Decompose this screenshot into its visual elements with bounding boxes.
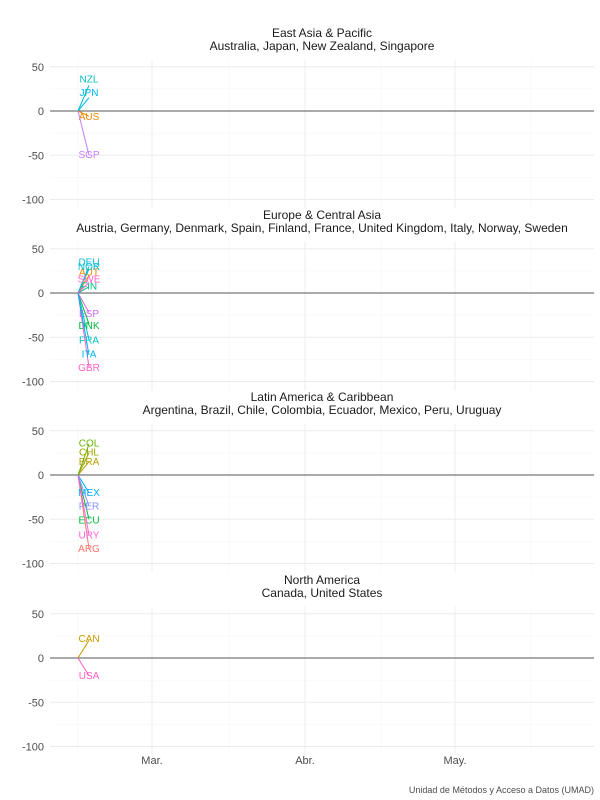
y-tick-label: -50 <box>28 150 44 162</box>
y-tick-label: 0 <box>38 288 44 300</box>
y-tick-label: 0 <box>38 470 44 482</box>
series-label-esp: ESP <box>79 309 99 320</box>
series-label-ecu: ECU <box>78 516 99 527</box>
x-tick-label: May. <box>443 755 466 767</box>
series-label-dnk: DNK <box>78 321 99 332</box>
series-label-nor: NOR <box>78 262 100 273</box>
y-tick-label: -50 <box>28 514 44 526</box>
series-label-mex: MEX <box>78 488 100 499</box>
series-label-swe: SWE <box>78 274 101 285</box>
y-tick-label: 50 <box>32 609 44 621</box>
y-tick-label: 50 <box>32 426 44 438</box>
x-tick-label: Mar. <box>141 755 162 767</box>
series-label-nzl: NZL <box>80 75 99 86</box>
panel-title: Latin America & Caribbean <box>251 390 394 404</box>
x-tick-label: Abr. <box>295 755 315 767</box>
series-line-sgp <box>77 110 90 156</box>
panel-subtitle: Australia, Japan, New Zealand, Singapore <box>210 39 435 53</box>
series-line-usa <box>77 657 90 676</box>
series-line-swe <box>77 282 90 294</box>
y-tick-label: 50 <box>32 62 44 74</box>
series-label-bra: BRA <box>79 457 100 468</box>
panel-title: North America <box>284 573 360 587</box>
y-tick-label: 50 <box>32 244 44 256</box>
series-label-fin: FIN <box>81 281 97 292</box>
series-label-per: PER <box>79 501 100 512</box>
series-label-usa: USA <box>79 671 100 682</box>
series-label-gbr: GBR <box>78 363 100 374</box>
series-line-col <box>77 443 90 476</box>
y-tick-label: 0 <box>38 653 44 665</box>
y-tick-label: -100 <box>22 742 44 754</box>
series-label-ita: ITA <box>82 350 97 361</box>
y-tick-label: -100 <box>22 559 44 571</box>
series-line-bra <box>77 461 90 476</box>
series-label-aus: AUS <box>79 112 100 123</box>
series-line-ita <box>77 292 90 356</box>
y-tick-label: -100 <box>22 195 44 207</box>
panel-title: Europe & Central Asia <box>263 208 381 222</box>
y-tick-label: 0 <box>38 106 44 118</box>
series-line-ury <box>77 474 90 536</box>
panel-subtitle: Austria, Germany, Denmark, Spain, Finlan… <box>76 221 568 235</box>
series-line-nor <box>77 268 90 294</box>
series-line-per <box>77 474 90 507</box>
y-tick-label: -50 <box>28 697 44 709</box>
series-label-sgp: SGP <box>78 150 99 161</box>
series-label-ury: URY <box>79 531 100 542</box>
y-tick-label: -100 <box>22 377 44 389</box>
series-line-esp <box>77 292 90 313</box>
series-line-mex <box>77 474 90 493</box>
series-line-fin <box>77 286 90 294</box>
series-line-aus <box>77 110 90 117</box>
series-line-dnk <box>77 292 90 325</box>
series-label-deu: DEU <box>78 258 99 269</box>
series-label-chl: CHL <box>79 447 99 458</box>
series-label-arg: ARG <box>78 544 100 555</box>
series-line-nzl <box>77 85 90 112</box>
series-label-jpn: JPN <box>80 88 99 99</box>
series-line-jpn <box>77 97 90 112</box>
series-label-fra: FRA <box>79 335 99 346</box>
panel-title: East Asia & Pacific <box>272 26 372 40</box>
chart-caption: Unidad de Métodos y Acceso a Datos (UMAD… <box>409 785 594 795</box>
series-label-col: COL <box>79 439 100 450</box>
panel-subtitle: Canada, United States <box>262 586 383 600</box>
series-label-can: CAN <box>78 634 99 645</box>
panel-subtitle: Argentina, Brazil, Chile, Colombia, Ecua… <box>143 403 502 417</box>
series-line-can <box>77 640 90 659</box>
series-label-aut: AUT <box>79 267 99 278</box>
y-tick-label: -50 <box>28 332 44 344</box>
